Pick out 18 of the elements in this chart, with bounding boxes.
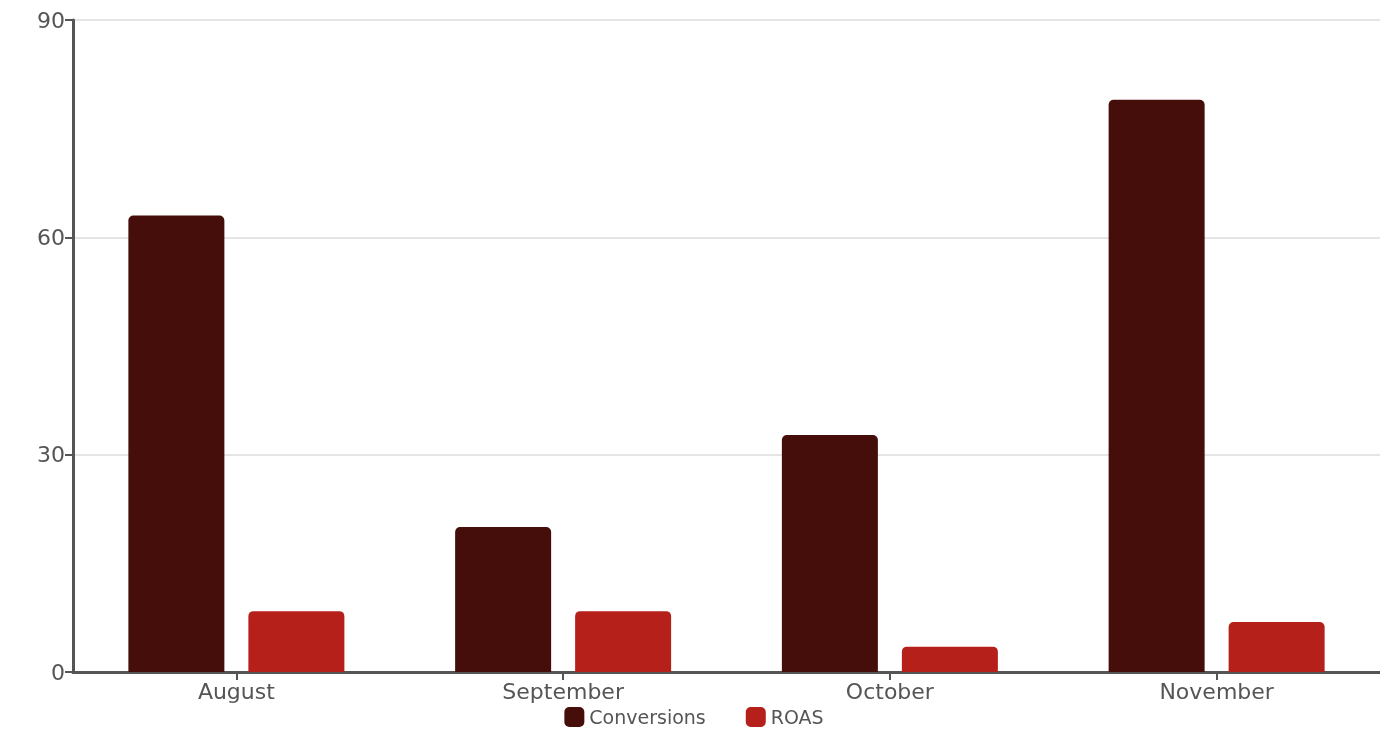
bar — [248, 611, 345, 672]
y-tick-label: 90 — [37, 7, 65, 33]
bar — [781, 435, 878, 672]
y-tick-label: 60 — [37, 224, 65, 250]
x-tick-label: August — [197, 678, 276, 704]
bar — [575, 611, 672, 672]
bar — [128, 215, 225, 672]
bar — [1108, 99, 1205, 672]
y-tick-label: 30 — [37, 442, 65, 468]
legend-label: Conversions — [589, 706, 706, 728]
bar — [901, 646, 998, 672]
y-tick-label: 0 — [51, 659, 65, 685]
x-tick-label: November — [1159, 678, 1275, 704]
x-tick-label: October — [845, 678, 935, 704]
bar — [1228, 622, 1325, 672]
bar — [455, 527, 552, 672]
x-tick-label: September — [502, 678, 625, 704]
legend-label: ROAS — [770, 706, 824, 728]
